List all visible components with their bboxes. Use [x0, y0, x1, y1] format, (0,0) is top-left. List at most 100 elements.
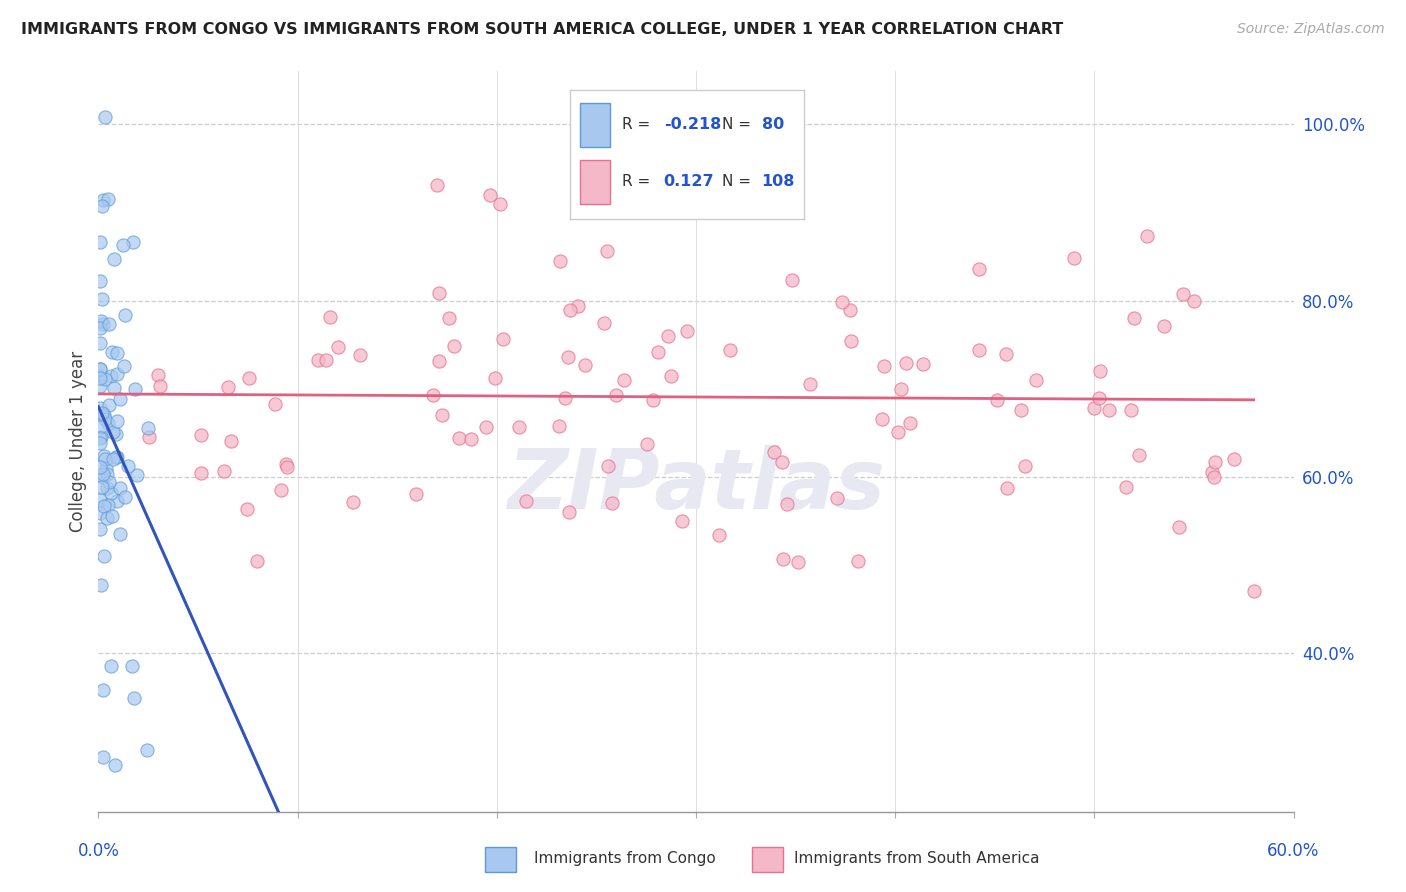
Point: [101, 508, 124, 523]
Point: [89, 420, 111, 434]
Point: [146, 368, 169, 383]
Point: [100, 369, 122, 384]
Point: [90, 429, 112, 443]
Point: [100, 486, 122, 500]
Point: [437, 310, 460, 325]
Text: Immigrants from South America: Immigrants from South America: [794, 851, 1040, 865]
Point: [508, 419, 530, 434]
Point: [89, 401, 111, 415]
Y-axis label: College, Under 1 year: College, Under 1 year: [69, 351, 87, 533]
Point: [515, 493, 537, 508]
Point: [91, 469, 114, 483]
Point: [846, 554, 869, 568]
Point: [560, 302, 582, 317]
Point: [111, 238, 134, 252]
Point: [91, 194, 114, 208]
Point: [718, 343, 741, 357]
Point: [90, 199, 112, 213]
Point: [1090, 364, 1112, 378]
Point: [427, 354, 450, 368]
Point: [342, 494, 364, 508]
Point: [605, 388, 627, 402]
Point: [112, 359, 135, 373]
Point: [96, 481, 118, 495]
Point: [492, 332, 515, 346]
Point: [89, 336, 111, 351]
Point: [1153, 318, 1175, 333]
Point: [1123, 311, 1146, 326]
Point: [558, 505, 581, 519]
Point: [912, 358, 935, 372]
Point: [97, 317, 120, 331]
Point: [122, 235, 145, 250]
Point: [108, 527, 131, 541]
Point: [1063, 252, 1085, 266]
Point: [641, 392, 664, 407]
Point: [430, 408, 453, 422]
Point: [96, 467, 118, 482]
Point: [838, 303, 860, 318]
Point: [887, 425, 910, 439]
Point: [108, 481, 131, 495]
Point: [107, 450, 129, 464]
Point: [97, 475, 120, 489]
Point: [105, 367, 128, 381]
Point: [582, 140, 605, 154]
Point: [96, 460, 118, 475]
Point: [1243, 584, 1265, 599]
Point: [1202, 470, 1225, 484]
Point: [108, 392, 131, 406]
Point: [328, 340, 350, 354]
Point: [1098, 402, 1121, 417]
Point: [799, 377, 821, 392]
Point: [114, 490, 136, 504]
Point: [103, 381, 125, 395]
Point: [104, 427, 127, 442]
Point: [969, 262, 991, 277]
Point: [105, 450, 128, 465]
Text: ZIPatlas: ZIPatlas: [508, 445, 884, 526]
Point: [786, 555, 808, 569]
Point: [890, 383, 912, 397]
Point: [97, 498, 120, 512]
Point: [190, 427, 212, 442]
Point: [94, 372, 117, 386]
Point: [762, 445, 785, 459]
Point: [548, 253, 571, 268]
Text: 0.0%: 0.0%: [77, 842, 120, 860]
Point: [1171, 287, 1194, 301]
Point: [89, 369, 111, 384]
Point: [97, 398, 120, 412]
Point: [264, 397, 287, 411]
Point: [994, 347, 1017, 361]
Point: [91, 467, 114, 481]
Point: [1128, 448, 1150, 462]
Point: [894, 356, 917, 370]
Point: [114, 308, 136, 322]
Point: [661, 368, 683, 383]
Point: [870, 411, 893, 425]
Point: [1088, 391, 1111, 405]
Point: [93, 500, 115, 514]
Point: [554, 391, 576, 405]
Point: [657, 329, 679, 343]
Point: [101, 345, 124, 359]
Point: [1182, 293, 1205, 308]
Point: [772, 552, 794, 566]
Point: [91, 682, 114, 697]
Point: [89, 379, 111, 393]
Point: [90, 578, 112, 592]
Point: [443, 338, 465, 352]
Point: [214, 464, 236, 478]
Point: [93, 749, 115, 764]
Point: [995, 481, 1018, 495]
Point: [89, 460, 111, 475]
Point: [219, 434, 242, 449]
Point: [101, 425, 124, 440]
Point: [422, 388, 444, 402]
Point: [93, 549, 115, 563]
Point: [1025, 373, 1047, 387]
Point: [90, 313, 112, 327]
Point: [307, 352, 329, 367]
Point: [474, 419, 496, 434]
